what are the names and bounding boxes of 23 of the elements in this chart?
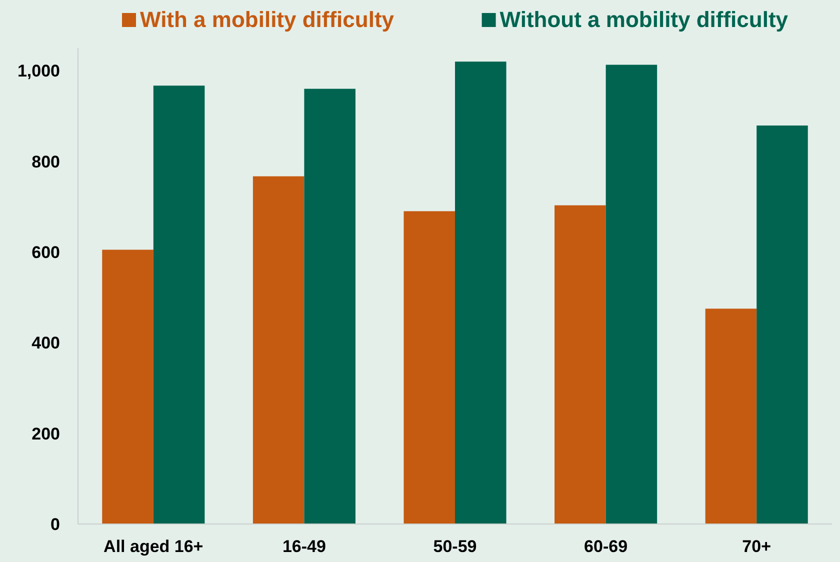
legend-label: Without a mobility difficulty: [500, 7, 789, 32]
x-tick-label: All aged 16+: [104, 537, 204, 556]
bar: [304, 88, 356, 524]
bar: [252, 176, 304, 524]
bar: [102, 250, 154, 524]
bar: [554, 205, 606, 524]
y-tick-label: 200: [32, 424, 60, 444]
x-tick-label: 60-69: [584, 537, 628, 556]
y-tick-label: 800: [32, 152, 60, 172]
legend-label: With a mobility difficulty: [140, 7, 395, 32]
bar: [153, 86, 205, 524]
bar: [606, 64, 658, 524]
x-tick-label: 50-59: [433, 537, 477, 556]
bar: [455, 62, 506, 524]
y-tick-label: 1,000: [17, 62, 60, 81]
y-tick-label: 600: [32, 242, 60, 262]
bar: [705, 308, 757, 524]
y-tick-label: 400: [32, 334, 60, 353]
bar: [404, 211, 455, 524]
x-tick-label: 16-49: [282, 537, 326, 556]
x-tick-label: 70+: [742, 537, 772, 556]
bar: [756, 126, 808, 524]
y-tick-label: 0: [50, 514, 60, 534]
